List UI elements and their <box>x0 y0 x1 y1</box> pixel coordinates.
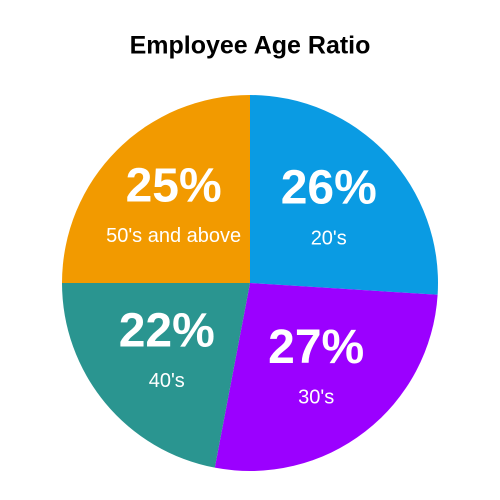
pie-slice <box>62 283 250 468</box>
value-label: 26% <box>281 162 377 215</box>
category-label: 20's <box>311 227 347 249</box>
value-label: 22% <box>119 305 215 358</box>
value-label: 25% <box>126 159 222 212</box>
category-label: 40's <box>149 370 185 392</box>
value-label: 27% <box>268 321 364 374</box>
category-label: 30's <box>298 387 334 409</box>
category-label: 50's and above <box>106 225 241 247</box>
pie-slice <box>250 95 438 295</box>
chart-title: Employee Age Ratio <box>130 32 371 60</box>
pie-slice <box>214 283 438 472</box>
pie-slice <box>62 95 250 283</box>
